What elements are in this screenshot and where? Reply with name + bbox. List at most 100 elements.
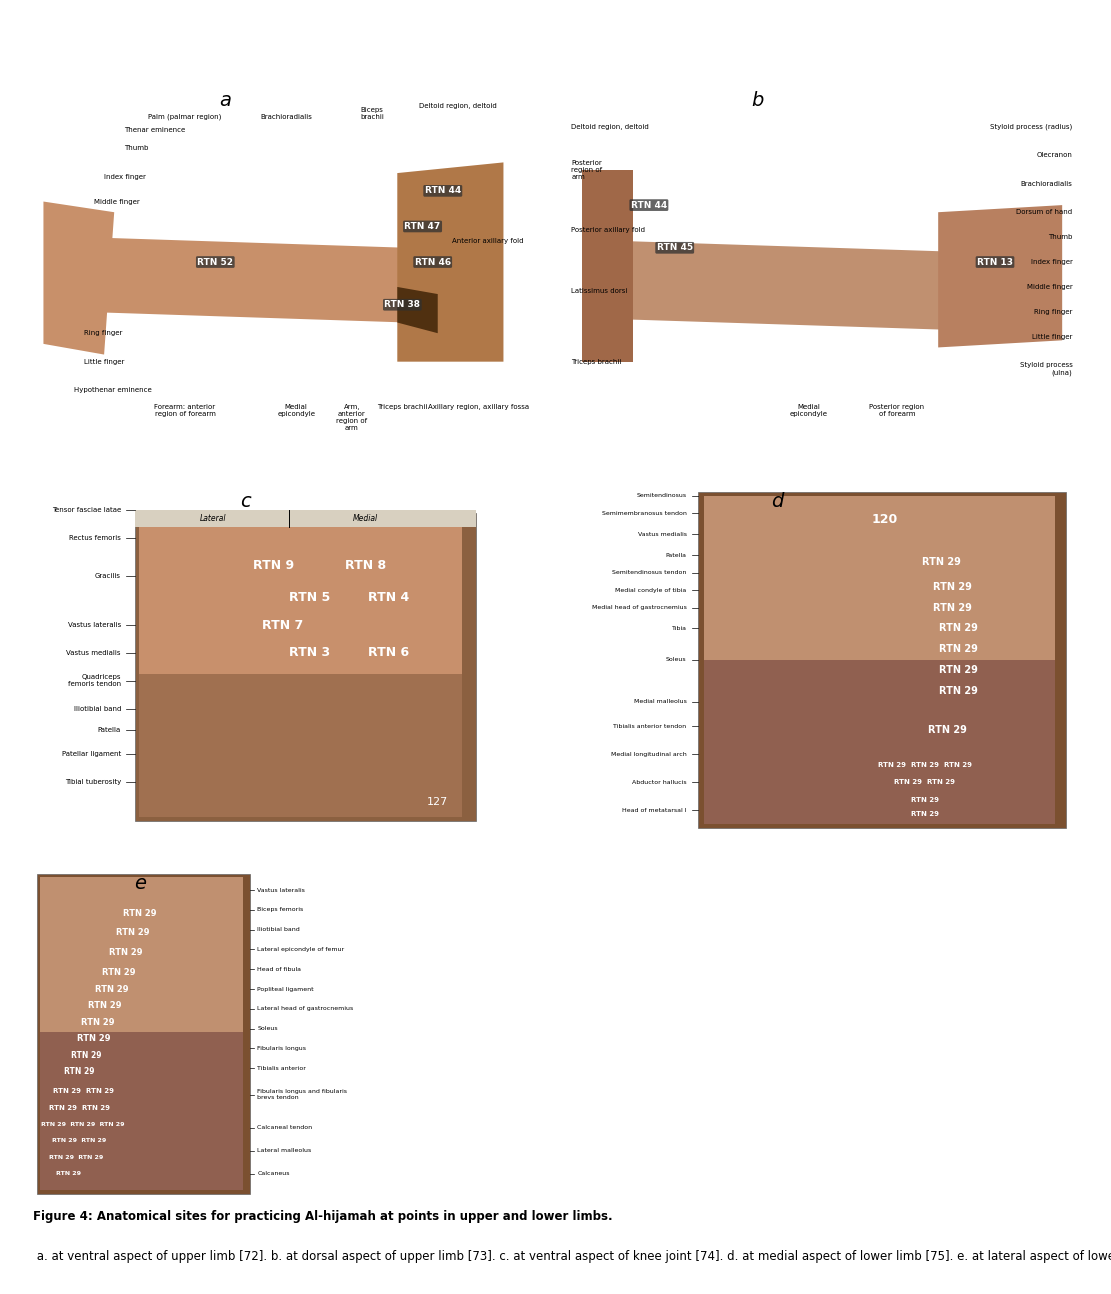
Text: Popliteal ligament: Popliteal ligament	[258, 986, 314, 991]
Polygon shape	[84, 237, 408, 322]
Text: Calcaneus: Calcaneus	[258, 1171, 290, 1176]
Text: Vastus medialis: Vastus medialis	[638, 532, 687, 537]
Bar	[37, 873, 250, 1193]
Text: RTN 29: RTN 29	[933, 603, 972, 612]
Text: Palm (palmar region): Palm (palmar region)	[148, 113, 222, 119]
Text: Fibularis longus: Fibularis longus	[258, 1046, 307, 1051]
Text: Little finger: Little finger	[1032, 334, 1072, 340]
Polygon shape	[43, 202, 114, 355]
Text: Tensor fasciae latae: Tensor fasciae latae	[52, 507, 121, 512]
Polygon shape	[703, 496, 1055, 660]
Text: Styloid process
(ulna): Styloid process (ulna)	[1020, 362, 1072, 375]
Text: Middle finger: Middle finger	[94, 198, 140, 204]
Text: Medial
epicondyle: Medial epicondyle	[277, 404, 316, 418]
Text: Axillary region, axillary fossa: Axillary region, axillary fossa	[428, 404, 529, 410]
Text: Semitendinosus: Semitendinosus	[637, 493, 687, 498]
Text: RTN 29: RTN 29	[939, 665, 978, 675]
Text: 120: 120	[872, 514, 898, 527]
Text: Tibial tuberosity: Tibial tuberosity	[64, 779, 121, 785]
Text: Index finger: Index finger	[1031, 259, 1072, 265]
Text: RTN 29: RTN 29	[77, 1034, 110, 1043]
Polygon shape	[938, 204, 1062, 347]
Text: Brachioradialis: Brachioradialis	[260, 114, 312, 119]
Text: Soleus: Soleus	[258, 1026, 278, 1031]
Text: RTN 29: RTN 29	[911, 797, 939, 802]
Text: Deltoid region, deltoid: Deltoid region, deltoid	[419, 104, 497, 109]
Text: RTN 29: RTN 29	[88, 1002, 121, 1011]
Text: Abductor hallucis: Abductor hallucis	[632, 780, 687, 784]
Polygon shape	[398, 287, 438, 333]
Polygon shape	[40, 1033, 243, 1190]
Text: RTN 44: RTN 44	[424, 186, 461, 195]
Text: Medial head of gastrocnemius: Medial head of gastrocnemius	[592, 606, 687, 609]
Text: RTN 3: RTN 3	[289, 647, 331, 660]
Text: Tibialis anterior tendon: Tibialis anterior tendon	[613, 723, 687, 729]
Text: Posterior
region of
arm: Posterior region of arm	[571, 159, 602, 180]
Text: RTN 45: RTN 45	[657, 243, 693, 252]
Text: Lateral head of gastrocnemius: Lateral head of gastrocnemius	[258, 1007, 353, 1012]
Text: Gracilis: Gracilis	[94, 573, 121, 580]
Text: Lateral epicondyle of femur: Lateral epicondyle of femur	[258, 947, 344, 952]
Bar	[134, 514, 476, 820]
Text: Forearm: anterior
region of forearm: Forearm: anterior region of forearm	[154, 404, 216, 418]
Text: a: a	[219, 91, 231, 110]
Polygon shape	[703, 660, 1055, 824]
Text: Ring finger: Ring finger	[84, 330, 122, 336]
Text: Thenar eminence: Thenar eminence	[124, 127, 186, 133]
Text: Figure 4: Anatomical sites for practicing Al-hijamah at points in upper and lowe: Figure 4: Anatomical sites for practicin…	[33, 1210, 613, 1223]
Text: Posterior axillary fold: Posterior axillary fold	[571, 226, 645, 233]
Text: Dorsum of hand: Dorsum of hand	[1017, 210, 1072, 215]
Text: Rectus femoris: Rectus femoris	[69, 534, 121, 541]
Text: Soleus: Soleus	[665, 657, 687, 663]
Text: RTN 29: RTN 29	[117, 929, 150, 937]
Text: Middle finger: Middle finger	[1027, 283, 1072, 290]
Text: RTN 29: RTN 29	[922, 558, 961, 567]
Text: RTN 29: RTN 29	[102, 968, 136, 977]
Text: RTN 29: RTN 29	[81, 1017, 114, 1026]
Text: RTN 29: RTN 29	[123, 908, 157, 917]
Text: d: d	[771, 492, 783, 511]
Text: RTN 29  RTN 29: RTN 29 RTN 29	[894, 779, 955, 785]
Text: Fibularis longus and fibularis
brevs tendon: Fibularis longus and fibularis brevs ten…	[258, 1090, 348, 1100]
Polygon shape	[139, 674, 462, 818]
Text: Little finger: Little finger	[84, 358, 124, 365]
Text: Lateral: Lateral	[200, 514, 227, 523]
Text: RTN 29: RTN 29	[71, 1051, 102, 1060]
Text: RTN 29  RTN 29: RTN 29 RTN 29	[52, 1139, 107, 1144]
Text: Index finger: Index finger	[104, 173, 146, 180]
Text: RTN 7: RTN 7	[262, 619, 303, 631]
Text: Arm,
anterior
region of
arm: Arm, anterior region of arm	[337, 404, 368, 431]
Text: Olecranon: Olecranon	[1037, 153, 1072, 158]
Text: Semimembranosus tendon: Semimembranosus tendon	[602, 511, 687, 516]
Text: Head of metatarsal I: Head of metatarsal I	[622, 807, 687, 813]
Text: Patella: Patella	[665, 553, 687, 558]
Text: Head of fibula: Head of fibula	[258, 967, 301, 972]
Text: Medial: Medial	[352, 514, 378, 523]
Text: Patella: Patella	[98, 727, 121, 732]
Text: RTN 52: RTN 52	[198, 258, 233, 267]
Text: Posterior region
of forearm: Posterior region of forearm	[869, 404, 924, 418]
Text: Medial malleolus: Medial malleolus	[633, 699, 687, 704]
Text: RTN 29: RTN 29	[939, 624, 978, 634]
Polygon shape	[613, 241, 943, 330]
Text: Vastus medialis: Vastus medialis	[67, 650, 121, 656]
Text: RTN 29  RTN 29: RTN 29 RTN 29	[52, 1088, 113, 1095]
Text: Biceps
brachii: Biceps brachii	[360, 106, 384, 119]
Text: b: b	[751, 91, 763, 110]
Polygon shape	[582, 170, 633, 361]
Text: Iliotibial band: Iliotibial band	[258, 928, 300, 932]
Text: Patellar ligament: Patellar ligament	[62, 752, 121, 757]
Text: RTN 29: RTN 29	[928, 725, 967, 735]
Text: RTN 29: RTN 29	[911, 810, 939, 817]
Text: Brachioradialis: Brachioradialis	[1021, 181, 1072, 186]
Text: Latissimus dorsi: Latissimus dorsi	[571, 287, 628, 294]
Text: RTN 29: RTN 29	[939, 644, 978, 655]
Text: RTN 29: RTN 29	[933, 581, 972, 591]
Text: RTN 29  RTN 29  RTN 29: RTN 29 RTN 29 RTN 29	[41, 1122, 124, 1127]
Text: Triceps brachii: Triceps brachii	[377, 404, 428, 410]
Text: RTN 8: RTN 8	[344, 559, 386, 572]
Text: Vastus lateralis: Vastus lateralis	[68, 622, 121, 628]
Text: Iliotibial band: Iliotibial band	[73, 705, 121, 712]
Text: RTN 29: RTN 29	[94, 985, 128, 994]
Text: Thumb: Thumb	[1048, 234, 1072, 241]
